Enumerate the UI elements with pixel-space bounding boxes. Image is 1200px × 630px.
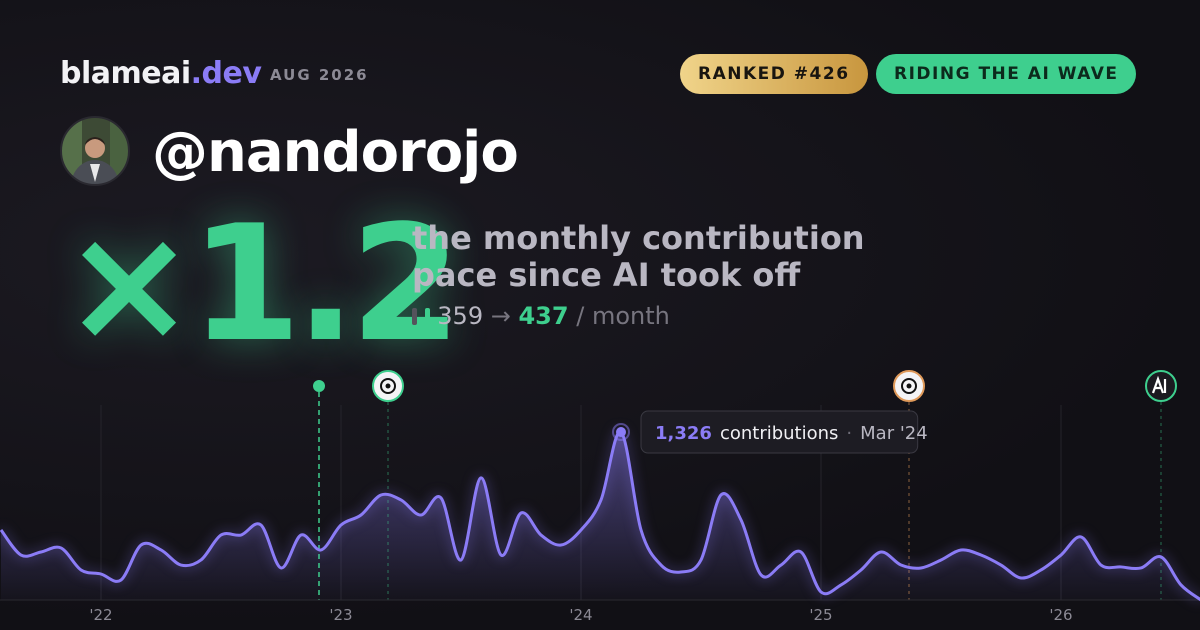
brand-name: blameai (60, 56, 191, 91)
date: AUG 2026 (270, 66, 369, 84)
anthropic-icon (1145, 370, 1177, 402)
after-value: 437 (518, 302, 569, 330)
tooltip-value: 1,326 (655, 423, 712, 444)
x-tick-label: '24 (569, 606, 592, 624)
pill-before (412, 308, 417, 325)
wave-badge: RIDING THE AI WAVE (876, 54, 1137, 94)
openai-icon (893, 370, 925, 402)
description: the monthly contribution pace since AI to… (412, 220, 865, 294)
description-line: pace since AI took off (412, 256, 801, 294)
x-tick-label: '23 (329, 606, 352, 624)
tooltip-date: Mar '24 (860, 423, 928, 444)
tooltip-unit: contributions (720, 423, 838, 444)
x-tick-label: '25 (809, 606, 832, 624)
event-dot (313, 380, 325, 392)
line (0, 430, 1200, 602)
stats: 359 → 437 / month (412, 302, 670, 330)
unit: / month (576, 302, 670, 330)
tooltip-sep: · (846, 423, 852, 444)
avatar (60, 116, 130, 186)
highlight-point (616, 427, 626, 438)
area (1, 432, 1200, 600)
openai-icon (372, 370, 404, 402)
before-value: 359 (437, 302, 484, 330)
brand-tld: .dev (190, 56, 262, 91)
description-line: the monthly contribution (412, 219, 865, 257)
x-tick-label: '26 (1049, 606, 1072, 624)
username: @nandorojo (152, 120, 519, 185)
highlight-ring (612, 423, 630, 442)
rank-badge: RANKED #426 (680, 54, 868, 94)
tooltip: 1,326 contributions · Mar '24 (640, 410, 928, 454)
tooltip-text: 1,326 contributions · Mar '24 (655, 423, 928, 444)
pill-after (424, 308, 430, 325)
events (313, 370, 1177, 600)
x-tick-label: '22 (89, 606, 112, 624)
brand: blameai.dev (60, 56, 262, 91)
tooltip-box (640, 410, 919, 454)
multiplier: ×1.2 (62, 190, 461, 377)
arrow: → (490, 302, 511, 330)
